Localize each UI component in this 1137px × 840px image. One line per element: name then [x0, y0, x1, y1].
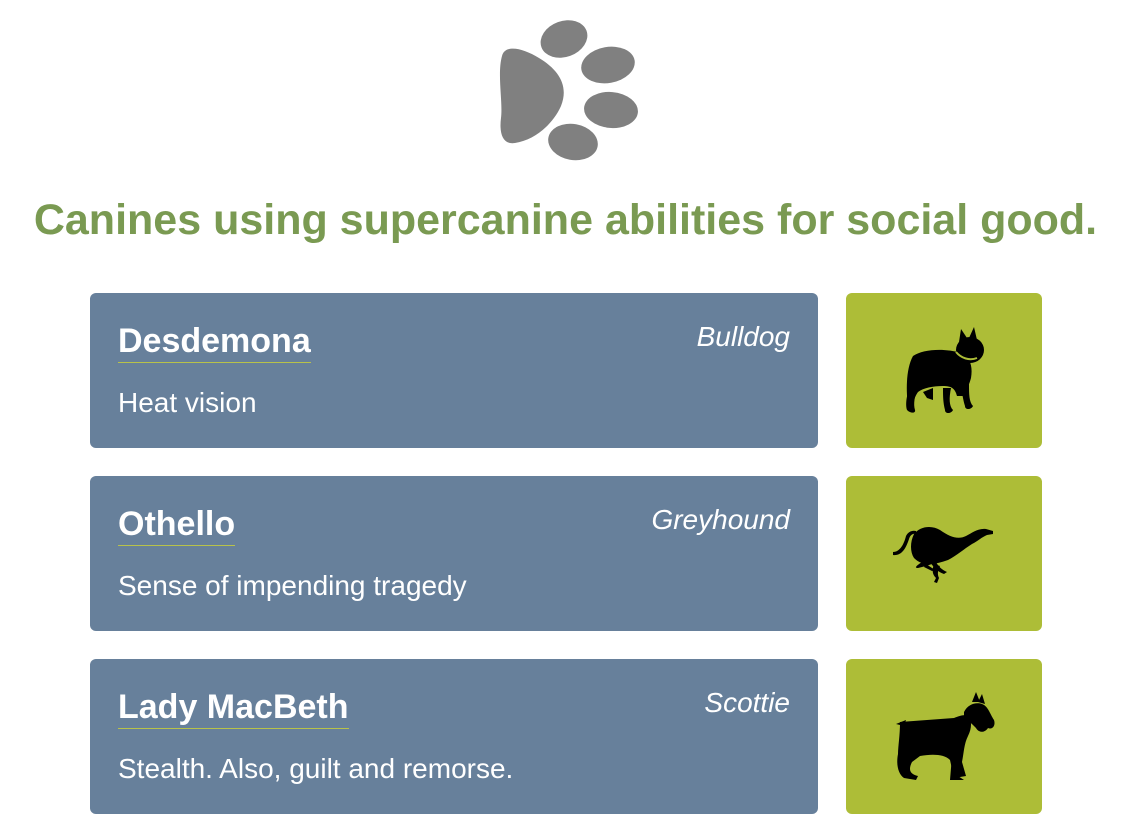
dog-breed: Bulldog [696, 321, 790, 352]
scottie-dog-icon [896, 691, 995, 780]
dog-card: Desdemona Bulldog Heat vision [90, 293, 818, 448]
bulldog-silhouette-icon [906, 326, 984, 413]
dog-image-tile [846, 659, 1042, 814]
dog-name-link[interactable]: Lady MacBeth [118, 687, 349, 729]
dog-image-tile [846, 476, 1042, 631]
dog-ability: Stealth. Also, guilt and remorse. [118, 753, 514, 784]
greyhound-running-icon [893, 526, 993, 583]
dog-breed: Greyhound [651, 504, 790, 535]
dog-ability: Sense of impending tragedy [118, 570, 467, 601]
dog-name-link[interactable]: Desdemona [118, 321, 311, 363]
page-headline: Canines using supercanine abilities for … [33, 196, 1098, 244]
dog-ability: Heat vision [118, 387, 257, 418]
dog-breed: Scottie [704, 687, 790, 718]
paw-print-icon [499, 20, 638, 161]
dog-card: Othello Greyhound Sense of impending tra… [90, 476, 818, 631]
dog-image-tile [846, 293, 1042, 448]
dog-card: Lady MacBeth Scottie Stealth. Also, guil… [90, 659, 818, 814]
dog-name-link[interactable]: Othello [118, 504, 236, 546]
